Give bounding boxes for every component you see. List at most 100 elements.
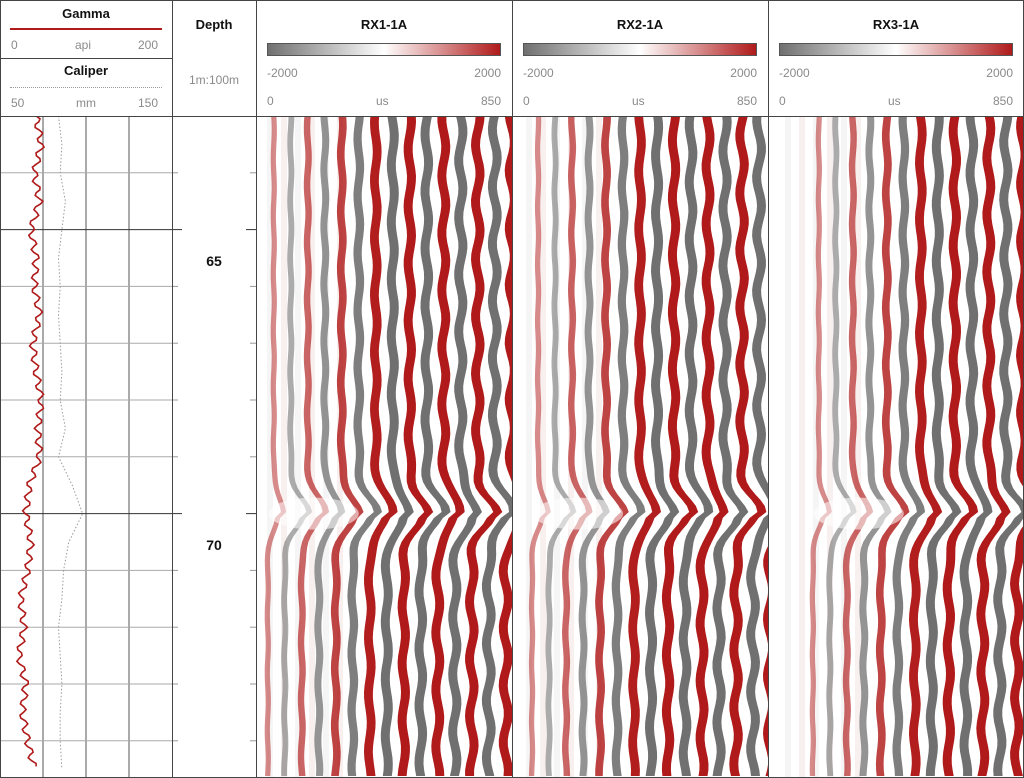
vdl-waveform-band bbox=[763, 546, 768, 776]
vdl-waveform-band bbox=[431, 116, 465, 776]
depth-header: Depth 1m:100m bbox=[172, 0, 256, 116]
vdl-waveform-band bbox=[465, 116, 503, 776]
track-title: RX2-1A bbox=[616, 17, 664, 32]
vdl-waveform-band bbox=[809, 116, 832, 776]
vdl-faint-band bbox=[526, 116, 532, 778]
vdl-faint-band bbox=[267, 116, 273, 778]
vdl-waveform-band bbox=[364, 116, 398, 776]
time-unit: us bbox=[632, 94, 645, 108]
vdl-waveform-band bbox=[414, 116, 451, 776]
vdl-event-zone bbox=[533, 497, 624, 530]
caliper-curve bbox=[57, 116, 84, 770]
vdl-event-zone bbox=[813, 497, 904, 530]
amp-min: -2000 bbox=[779, 66, 810, 80]
gamma-caliper-plot bbox=[0, 116, 172, 778]
vdl-event-zone bbox=[268, 497, 359, 530]
vdl-waveform-band bbox=[892, 116, 926, 776]
vdl-faint-band bbox=[799, 116, 805, 778]
vdl-waveform-band bbox=[595, 116, 629, 776]
vdl-waveform-band bbox=[297, 116, 330, 776]
vdl-faint-band bbox=[295, 116, 301, 778]
amp-max: 2000 bbox=[986, 66, 1013, 80]
gamma-min: 0 bbox=[11, 38, 18, 52]
divider bbox=[768, 0, 769, 778]
vdl-waveform-band bbox=[562, 116, 593, 776]
vdl-faint-band bbox=[596, 116, 602, 778]
time-max: 850 bbox=[480, 94, 501, 108]
vdl-waveform-band bbox=[678, 116, 714, 776]
track-title: RX3-1A bbox=[872, 17, 920, 32]
vdl-waveform-band bbox=[347, 116, 382, 776]
time-max: 850 bbox=[736, 94, 757, 108]
vdl-faint-band bbox=[841, 116, 847, 778]
track-header-rx1: RX1-1A -2000 2000 0 us 850 bbox=[256, 0, 512, 116]
vdl-faint-band bbox=[309, 116, 315, 778]
gamma-title: Gamma bbox=[62, 6, 110, 21]
vdl-waveform-band bbox=[380, 116, 414, 776]
divider bbox=[0, 58, 172, 59]
vdl-waveform-band bbox=[712, 116, 749, 776]
vdl-waveform-band bbox=[661, 116, 699, 776]
vdl-waveform-band bbox=[842, 116, 874, 776]
track-header-rx3: RX3-1A -2000 2000 0 us 850 bbox=[768, 0, 1024, 116]
vdl-waveform-band bbox=[578, 116, 610, 776]
caliper-legend-line bbox=[10, 87, 162, 88]
depth-title: Depth bbox=[195, 17, 233, 32]
vdl-waveform-band bbox=[942, 116, 979, 776]
vdl-waveform-band bbox=[281, 116, 313, 776]
depth-track bbox=[172, 116, 256, 742]
caliper-title: Caliper bbox=[63, 63, 109, 78]
divider bbox=[172, 0, 173, 778]
time-unit: us bbox=[376, 94, 389, 108]
vdl-waveform-band bbox=[314, 116, 346, 776]
vdl-panel-rx1 bbox=[256, 116, 512, 778]
vdl-waveform-band bbox=[993, 116, 1024, 776]
vdl-waveform-band bbox=[397, 116, 434, 776]
time-unit: us bbox=[888, 94, 901, 108]
divider bbox=[0, 0, 1, 778]
vdl-waveform-band bbox=[448, 116, 482, 776]
gamma-caliper-header: Gamma 0 api 200 Caliper 50 mm 150 bbox=[0, 0, 172, 116]
vdl-waveform-band bbox=[859, 116, 892, 776]
gamma-unit: api bbox=[75, 38, 92, 52]
vdl-faint-band bbox=[827, 116, 833, 778]
color-scale-bar bbox=[523, 43, 757, 56]
color-scale-bar bbox=[267, 43, 501, 56]
vdl-waveform-band bbox=[909, 116, 943, 776]
vdl-faint-band bbox=[281, 116, 287, 778]
vdl-waveform-band bbox=[611, 116, 646, 776]
track-title: RX1-1A bbox=[360, 17, 408, 32]
vdl-faint-band bbox=[855, 116, 861, 778]
vdl-waveform-band bbox=[959, 116, 993, 776]
vdl-waveform-band bbox=[481, 116, 512, 776]
gamma-curve bbox=[15, 116, 45, 767]
vdl-waveform-band bbox=[875, 116, 910, 776]
amp-min: -2000 bbox=[523, 66, 554, 80]
vdl-panel-rx3 bbox=[768, 116, 1024, 778]
track-header-rx2: RX2-1A -2000 2000 0 us 850 bbox=[512, 0, 768, 116]
vdl-waveform-band bbox=[498, 116, 512, 776]
amp-max: 2000 bbox=[730, 66, 757, 80]
time-max: 850 bbox=[992, 94, 1013, 108]
amp-max: 2000 bbox=[474, 66, 501, 80]
vdl-waveform-band bbox=[746, 116, 768, 776]
vdl-waveform-band bbox=[695, 116, 729, 776]
vdl-faint-band bbox=[813, 116, 819, 778]
vdl-faint-band bbox=[785, 116, 791, 778]
vdl-waveform-band bbox=[826, 116, 857, 776]
caliper-min: 50 bbox=[11, 96, 25, 110]
depth-label-65: 65 bbox=[206, 253, 222, 269]
vdl-waveform-band bbox=[528, 116, 551, 776]
color-scale-bar bbox=[779, 43, 1013, 56]
depth-label-70: 70 bbox=[206, 537, 222, 553]
caliper-unit: mm bbox=[76, 96, 96, 110]
vdl-waveform-band bbox=[330, 116, 364, 776]
amp-min: -2000 bbox=[267, 66, 298, 80]
depth-scale: 1m:100m bbox=[188, 73, 240, 87]
vdl-waveform-band bbox=[729, 116, 767, 776]
vdl-waveform-band bbox=[645, 116, 680, 776]
divider bbox=[0, 0, 1024, 1]
time-min: 0 bbox=[523, 94, 530, 108]
divider bbox=[256, 0, 257, 778]
vdl-waveform-band bbox=[628, 116, 661, 776]
